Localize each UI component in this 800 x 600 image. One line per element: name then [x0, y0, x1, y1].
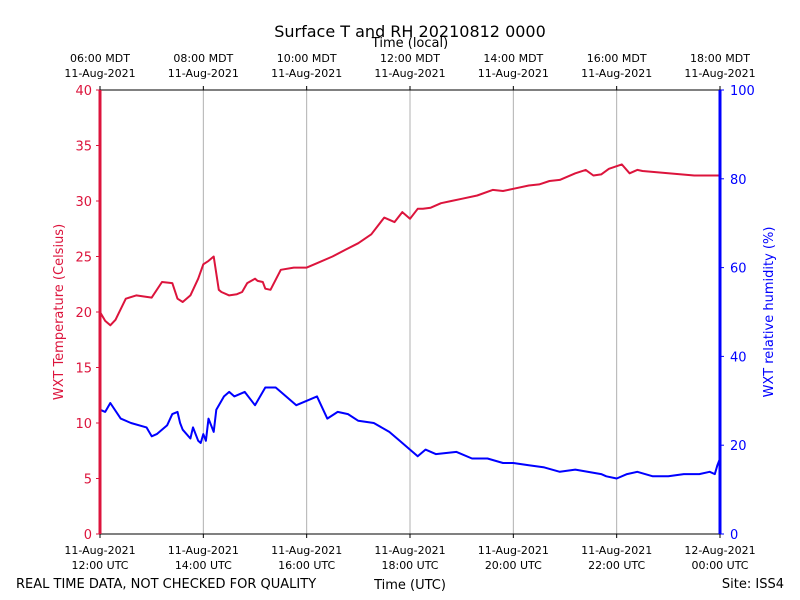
x-tick-label-bottom-time: 18:00 UTC: [381, 559, 438, 572]
y-tick-label-right: 80: [730, 173, 747, 188]
x-axis-label: Time (UTC): [373, 578, 446, 593]
x-tick-label-bottom-date: 11-Aug-2021: [168, 544, 239, 557]
x-tick-label-top-date: 11-Aug-2021: [478, 67, 549, 80]
x-tick-label-bottom-date: 11-Aug-2021: [478, 544, 549, 557]
x-tick-label-bottom-time: 00:00 UTC: [691, 559, 748, 572]
x-tick-label-top-time: 10:00 MDT: [277, 52, 337, 65]
y-tick-label-left: 5: [84, 473, 92, 488]
y-tick-label-left: 25: [75, 251, 92, 266]
x-tick-label-bottom-time: 16:00 UTC: [278, 559, 335, 572]
tick-labels: 0 5 10 15 20 25 30 35 40 0 20 40 60 80 100 11-Aug-2021 1…: [64, 52, 755, 572]
x-tick-label-bottom-date: 11-Aug-2021: [271, 544, 342, 557]
x-tick-label-top-time: 08:00 MDT: [173, 52, 233, 65]
x-tick-label-top-time: 06:00 MDT: [70, 52, 130, 65]
series-lines: [99, 163, 721, 480]
x-tick-label-bottom-date: 12-Aug-2021: [684, 544, 755, 557]
y-axis-label-left: WXT Temperature (Celsius): [52, 224, 67, 400]
top-axis-label: Time (local): [371, 36, 448, 51]
x-tick-label-bottom-time: 20:00 UTC: [485, 559, 542, 572]
x-tick-label-bottom-date: 11-Aug-2021: [374, 544, 445, 557]
quality-disclaimer: REAL TIME DATA, NOT CHECKED FOR QUALITY: [16, 577, 316, 592]
x-tick-label-top-date: 11-Aug-2021: [168, 67, 239, 80]
y-axis-label-right: WXT relative humidity (%): [762, 227, 777, 398]
x-tick-label-top-date: 11-Aug-2021: [581, 67, 652, 80]
site-label: Site: ISS4: [722, 577, 784, 592]
chart-title: Surface T and RH 20210812 0000: [274, 22, 546, 41]
x-tick-label-bottom-time: 14:00 UTC: [175, 559, 232, 572]
x-tick-label-bottom-time: 22:00 UTC: [588, 559, 645, 572]
y-tick-label-left: 30: [75, 195, 92, 210]
x-tick-label-top-time: 12:00 MDT: [380, 52, 440, 65]
x-tick-label-bottom-time: 12:00 UTC: [71, 559, 128, 572]
y-tick-label-left: 40: [75, 84, 92, 99]
x-tick-label-top-time: 16:00 MDT: [587, 52, 647, 65]
x-tick-label-top-date: 11-Aug-2021: [64, 67, 135, 80]
y-tick-label-left: 10: [75, 417, 92, 432]
y-tick-label-right: 0: [730, 528, 738, 543]
x-tick-label-top-date: 11-Aug-2021: [271, 67, 342, 80]
humidity-series-line: [99, 386, 721, 480]
y-tick-label-left: 15: [75, 362, 92, 377]
y-tick-label-left: 20: [75, 306, 92, 321]
x-tick-label-top-date: 11-Aug-2021: [684, 67, 755, 80]
y-tick-label-right: 100: [730, 84, 755, 99]
x-tick-label-top-time: 14:00 MDT: [483, 52, 543, 65]
y-tick-label-right: 60: [730, 262, 747, 277]
y-tick-label-right: 40: [730, 350, 747, 365]
x-tick-label-top-time: 18:00 MDT: [690, 52, 750, 65]
y-tick-label-left: 35: [75, 140, 92, 155]
grid-lines: [202, 90, 618, 534]
x-tick-label-bottom-date: 11-Aug-2021: [64, 544, 135, 557]
y-tick-label-right: 20: [730, 439, 747, 454]
temperature-series-line: [99, 163, 720, 327]
y-tick-label-left: 0: [84, 528, 92, 543]
x-tick-label-bottom-date: 11-Aug-2021: [581, 544, 652, 557]
x-tick-label-top-date: 11-Aug-2021: [374, 67, 445, 80]
